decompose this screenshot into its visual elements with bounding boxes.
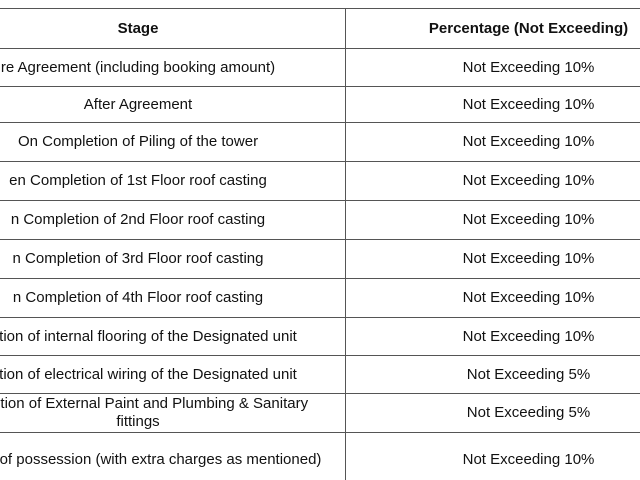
cell-text: On Completion of Piling of the tower (17, 133, 259, 150)
cell-text: Not Exceeding 10% (462, 250, 595, 267)
payment-table: Stage Percentage (Not Exceeding) re Agre… (0, 8, 640, 480)
stage-cell: n Completion of 2nd Floor roof casting (0, 200, 346, 240)
cell-text: n Completion of 3rd Floor roof casting (12, 250, 264, 267)
stage-cell: n Completion of 4th Floor roof casting (0, 278, 346, 318)
cell-text: Not Exceeding 10% (462, 327, 595, 345)
cell-text: pletion of electrical wiring of the Desi… (0, 365, 297, 383)
cell-text: en Completion of 1st Floor roof casting (9, 172, 267, 189)
header-row: Stage Percentage (Not Exceeding) (0, 8, 640, 49)
cell-text: Not Exceeding 5% (466, 365, 591, 383)
cell-text: pletion of internal flooring of the Desi… (0, 327, 297, 345)
percentage-cell: Not Exceeding 10% (345, 278, 640, 318)
stage-cell: re Agreement (including booking amount) (0, 48, 346, 87)
table-row: pletion of electrical wiring of the Desi… (0, 355, 640, 394)
cell-text: Not Exceeding 10% (462, 451, 595, 468)
table-row: n Completion of 4th Floor roof casting No… (0, 278, 640, 318)
cell-text: After Agreement (83, 95, 193, 113)
table-row: en Completion of 1st Floor roof casting N… (0, 161, 640, 201)
stage-cell: mpletion of External Paint and Plumbing … (0, 393, 346, 433)
table-row: n Completion of 3rd Floor roof casting No… (0, 239, 640, 279)
table-row: mpletion of External Paint and Plumbing … (0, 393, 640, 433)
cell-text: Not Exceeding 10% (462, 289, 595, 306)
cell-text: Not Exceeding 10% (462, 58, 595, 76)
percentage-cell: Not Exceeding 10% (345, 86, 640, 123)
stage-cell: pletion of internal flooring of the Desi… (0, 317, 346, 356)
table-row: re Agreement (including booking amount) N… (0, 48, 640, 87)
stage-cell: On Completion of Piling of the tower (0, 122, 346, 162)
cell-text: n Completion of 2nd Floor roof casting (10, 211, 266, 228)
stage-cell: en Completion of 1st Floor roof casting (0, 161, 346, 201)
cell-text: re Agreement (including booking amount) (0, 58, 276, 76)
percentage-cell: Not Exceeding 10% (345, 432, 640, 480)
stage-cell: pletion of electrical wiring of the Desi… (0, 355, 346, 394)
percentage-cell: Not Exceeding 10% (345, 317, 640, 356)
stage-cell: e time of possession (with extra charges… (0, 432, 346, 480)
table-row: On Completion of Piling of the tower Not … (0, 122, 640, 162)
header-cell: Stage (0, 8, 346, 49)
cell-text: n Completion of 4th Floor roof casting (12, 289, 264, 306)
table-row: After Agreement Not Exceeding 10% (0, 86, 640, 123)
cell-text: Not Exceeding 10% (462, 211, 595, 228)
cell-text: Not Exceeding 10% (462, 95, 595, 113)
header-cell: Percentage (Not Exceeding) (345, 8, 640, 49)
table-row: n Completion of 2nd Floor roof casting No… (0, 200, 640, 240)
cell-text: Not Exceeding 10% (462, 133, 595, 150)
stage-cell: n Completion of 3rd Floor roof casting (0, 239, 346, 279)
table-row: e time of possession (with extra charges… (0, 432, 640, 480)
stage-cell: After Agreement (0, 86, 346, 123)
percentage-cell: Not Exceeding 10% (345, 122, 640, 162)
percentage-cell: Not Exceeding 10% (345, 200, 640, 240)
percentage-cell: Not Exceeding 5% (345, 393, 640, 433)
cell-text: Not Exceeding 5% (466, 404, 591, 421)
cell-text: e time of possession (with extra charges… (0, 451, 322, 468)
percentage-cell: Not Exceeding 5% (345, 355, 640, 394)
percentage-cell: Not Exceeding 10% (345, 48, 640, 87)
cell-text: Not Exceeding 10% (462, 172, 595, 189)
percentage-cell: Not Exceeding 10% (345, 239, 640, 279)
table-row: pletion of internal flooring of the Desi… (0, 317, 640, 356)
percentage-cell: Not Exceeding 10% (345, 161, 640, 201)
cell-text: mpletion of External Paint and Plumbing … (0, 395, 309, 430)
